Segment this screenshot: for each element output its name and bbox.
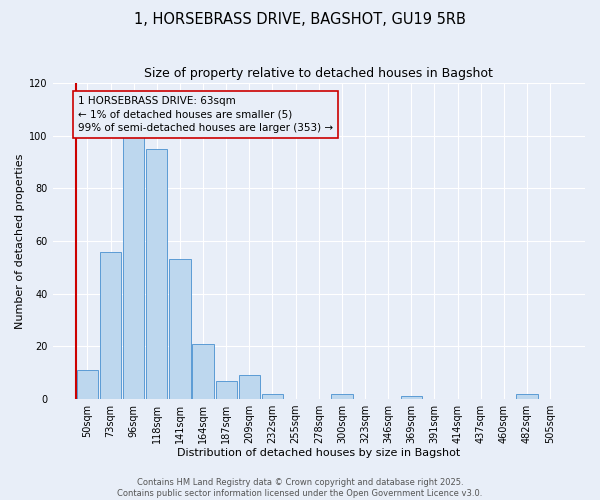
X-axis label: Distribution of detached houses by size in Bagshot: Distribution of detached houses by size … (177, 448, 460, 458)
Bar (401, 396, 422, 399)
Bar (169, 260, 191, 399)
Bar (100, 252, 121, 399)
Text: 1 HORSEBRASS DRIVE: 63sqm
← 1% of detached houses are smaller (5)
99% of semi-de: 1 HORSEBRASS DRIVE: 63sqm ← 1% of detach… (78, 96, 333, 132)
Bar (193, 344, 214, 399)
Text: Contains HM Land Registry data © Crown copyright and database right 2025.
Contai: Contains HM Land Registry data © Crown c… (118, 478, 482, 498)
Bar (215, 380, 237, 399)
Title: Size of property relative to detached houses in Bagshot: Size of property relative to detached ho… (145, 68, 493, 80)
Bar (517, 394, 538, 399)
Bar (146, 149, 167, 399)
Text: 1, HORSEBRASS DRIVE, BAGSHOT, GU19 5RB: 1, HORSEBRASS DRIVE, BAGSHOT, GU19 5RB (134, 12, 466, 28)
Bar (77, 370, 98, 399)
Bar (239, 376, 260, 399)
Bar (331, 394, 353, 399)
Y-axis label: Number of detached properties: Number of detached properties (15, 154, 25, 328)
Bar (123, 136, 144, 399)
Bar (262, 394, 283, 399)
